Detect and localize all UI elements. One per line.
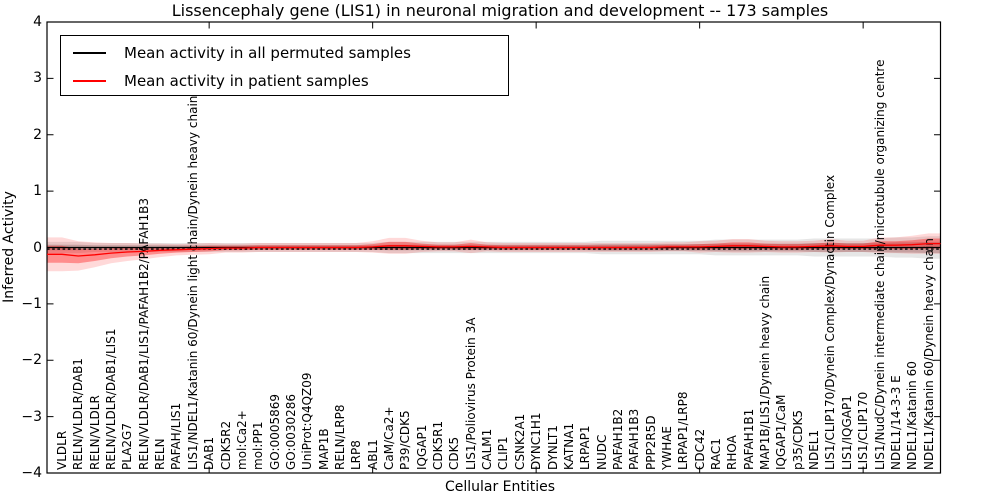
legend-entry-label: Mean activity in all permuted samples [124,44,411,62]
y-tick-label: 3 [33,70,42,87]
patient-band-inner [47,238,941,264]
y-tick-label: 2 [33,126,42,143]
y-axis-label: Inferred Activity [1,191,17,303]
y-tick-label: −3 [21,408,42,425]
y-tick-label: −1 [21,295,42,312]
patient-band-outer [47,233,941,272]
y-tick-label: −4 [21,465,42,481]
legend-entry-label: Mean activity in patient samples [124,72,369,90]
patient-mean-line [47,242,941,257]
y-tick-label: 0 [33,239,42,256]
legend-entry-permuted: Mean activity in all permuted samples [73,42,411,64]
y-tick-label: 1 [33,183,42,200]
legend: Mean activity in all permuted samples Me… [60,35,509,96]
y-tick-label: 4 [33,14,42,30]
legend-entry-patient: Mean activity in patient samples [73,70,369,92]
patient-line-sample-icon [73,80,106,82]
permuted-line-sample-icon [73,52,106,54]
x-axis-label: Cellular Entities [444,479,556,495]
chart-title: Lissencephaly gene (LIS1) in neuronal mi… [171,1,829,20]
y-tick-label: −2 [21,352,42,369]
